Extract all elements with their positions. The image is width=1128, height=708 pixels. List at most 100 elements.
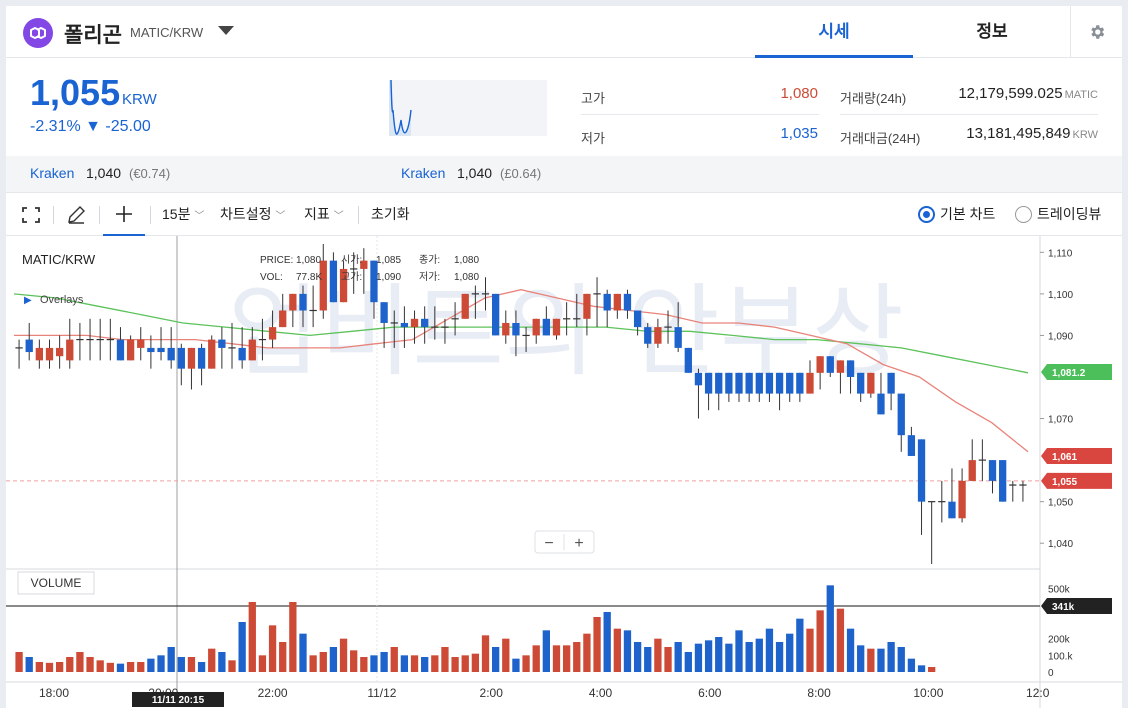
price-summary: 1,055 KRW -2.31% ▼ -25.00 고가 1,080 저가 1,… bbox=[6, 58, 1122, 156]
volume-bar bbox=[826, 585, 834, 672]
basic-chart-label[interactable]: 기본 차트 bbox=[940, 206, 996, 222]
volume-bar bbox=[380, 652, 388, 672]
indicator-menu[interactable]: 지표 ﹀ bbox=[304, 206, 344, 222]
candle-body bbox=[380, 302, 388, 323]
volume-bar bbox=[360, 657, 368, 672]
divider bbox=[581, 114, 819, 115]
chart-settings-menu[interactable]: 차트설정 ﹀ bbox=[220, 206, 286, 222]
candle-body bbox=[238, 347, 246, 361]
tab-price[interactable]: 시세 bbox=[755, 6, 913, 58]
candle-body bbox=[410, 318, 419, 328]
volume-bar bbox=[816, 610, 824, 672]
candle-body bbox=[806, 372, 814, 394]
volume-pane-label: VOLUME bbox=[17, 571, 95, 595]
volume-bar bbox=[441, 647, 449, 672]
candle-body bbox=[857, 372, 865, 394]
candle-body bbox=[745, 372, 753, 394]
volume-bar bbox=[431, 655, 439, 672]
candle-body bbox=[958, 480, 966, 519]
volume-bar bbox=[55, 662, 64, 672]
polygon-logo-icon bbox=[23, 18, 53, 48]
volume-bar bbox=[258, 655, 267, 672]
fullscreen-icon[interactable] bbox=[22, 193, 42, 236]
candle-body bbox=[289, 293, 297, 311]
info-value: 1,080 bbox=[454, 272, 479, 283]
volume-bar bbox=[25, 657, 33, 672]
candle-body bbox=[725, 372, 733, 394]
candle-body bbox=[623, 293, 632, 311]
exchange-name[interactable]: Kraken bbox=[401, 165, 446, 181]
ohlc-info: PRICE: 1,080 시가: 1,085 종가: 1,080 VOL: 77… bbox=[260, 254, 479, 283]
volume-bar bbox=[928, 667, 936, 672]
volume-bar bbox=[755, 638, 763, 672]
zoom-in-button[interactable]: + bbox=[574, 535, 583, 552]
volume-bar bbox=[491, 647, 500, 672]
volume-bar bbox=[319, 652, 327, 672]
volume-bar bbox=[725, 643, 733, 672]
candle-body bbox=[796, 372, 804, 394]
volume-bar bbox=[197, 662, 206, 672]
candle-body bbox=[461, 293, 469, 319]
exchange-price: 1,040 bbox=[457, 165, 493, 181]
volume-bar bbox=[867, 648, 875, 672]
coin-name: 폴리곤 bbox=[64, 24, 122, 47]
overlays-label[interactable]: Overlays bbox=[40, 294, 84, 306]
volume-bar bbox=[471, 653, 480, 672]
basic-chart-radio[interactable] bbox=[918, 206, 935, 223]
chevron-down-icon[interactable] bbox=[218, 26, 234, 35]
volume-crosshair-badge: 341k bbox=[1052, 602, 1075, 613]
candle-body bbox=[887, 372, 895, 394]
volume-bar bbox=[66, 657, 74, 672]
gear-icon[interactable] bbox=[1070, 6, 1122, 58]
volume-bar bbox=[857, 645, 865, 672]
candle-body bbox=[339, 268, 348, 303]
crosshair-time: 11/11 20:15 bbox=[152, 695, 205, 706]
volume-bar bbox=[846, 628, 855, 672]
reset-button[interactable]: 초기화 bbox=[371, 206, 410, 222]
exchange-name[interactable]: Kraken bbox=[30, 165, 75, 181]
time-tick-label: 8:00 bbox=[807, 686, 831, 700]
volume-bar bbox=[704, 640, 713, 672]
candle-body bbox=[998, 460, 1007, 502]
ma-long-badge-bg bbox=[1041, 364, 1112, 380]
crosshair-tool-icon[interactable] bbox=[103, 193, 145, 236]
tab-info[interactable]: 정보 bbox=[976, 22, 1008, 41]
info-value: 1,080 bbox=[296, 255, 321, 266]
chart-toolbar: 15분 ﹀ 차트설정 ﹀ 지표 ﹀ 초기화 기본 차트 트레이딩뷰 bbox=[6, 192, 1122, 236]
candle-body bbox=[167, 347, 175, 361]
interval-select[interactable]: 15분 ﹀ bbox=[162, 206, 205, 222]
candle-body bbox=[907, 435, 916, 456]
volume-bar bbox=[917, 665, 926, 672]
candle-body bbox=[735, 372, 743, 394]
volume-bar bbox=[339, 638, 348, 672]
candle-body bbox=[421, 318, 429, 328]
ma-long-line bbox=[13, 293, 1029, 374]
volume-bar bbox=[573, 642, 581, 672]
candle-body bbox=[704, 372, 713, 394]
zoom-out-button[interactable]: − bbox=[544, 535, 553, 552]
candle-body bbox=[45, 347, 54, 361]
low-label: 저가 bbox=[581, 131, 605, 146]
time-tick-label: 12:0 bbox=[1026, 686, 1050, 700]
volume-bar bbox=[603, 612, 611, 672]
volume-bar bbox=[745, 642, 753, 672]
time-tick-label: 22:00 bbox=[258, 686, 288, 700]
exchange-price: 1,040 bbox=[86, 165, 122, 181]
tradingview-label[interactable]: 트레이딩뷰 bbox=[1037, 206, 1102, 222]
time-tick-label: 11/12 bbox=[367, 686, 396, 700]
ma-short-line bbox=[14, 289, 1029, 453]
overlays-toggle-icon[interactable]: ▶ bbox=[24, 295, 32, 306]
candle-body bbox=[583, 293, 591, 319]
volume-bar bbox=[218, 652, 226, 672]
volume-bar bbox=[633, 642, 642, 672]
info-label: 시가: bbox=[341, 254, 362, 266]
volume-bar bbox=[877, 648, 885, 672]
price-chart[interactable]: 업비트의 안부상 1,110 1,100 1,090 1,070 1,050 1,040 5… bbox=[6, 236, 1122, 708]
tradingview-radio[interactable] bbox=[1015, 206, 1032, 223]
candle-body bbox=[603, 293, 611, 311]
exchange-converted: (€0.74) bbox=[129, 166, 171, 181]
candle-body bbox=[826, 356, 834, 373]
candle-body bbox=[299, 293, 307, 311]
volume-bar bbox=[694, 643, 703, 672]
pencil-icon[interactable] bbox=[66, 193, 88, 236]
